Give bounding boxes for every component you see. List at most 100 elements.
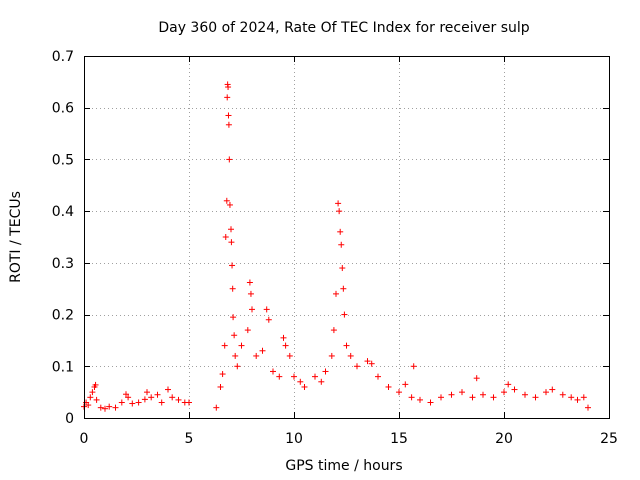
data-point [141,396,148,403]
data-point [229,262,236,269]
x-axis-label: GPS time / hours [285,458,402,474]
data-point [225,84,232,91]
data-point [368,360,375,367]
plot-frame [84,56,610,419]
y-tick-label: 0.7 [52,49,74,65]
data-point [402,381,409,388]
data-point [438,394,444,401]
y-tick-label: 0.4 [52,204,74,220]
data-point [338,241,345,248]
data-point [490,394,497,401]
data-point [265,316,272,323]
x-tick-label: 10 [285,431,303,447]
data-point [219,371,226,378]
data-point [221,342,228,349]
data-point [154,391,161,398]
data-series-roti [81,81,591,412]
data-point [459,389,465,396]
data-point [270,368,276,375]
data-point [427,399,434,406]
data-point [469,394,476,401]
data-point [238,342,245,349]
data-point [158,399,165,406]
data-point [247,290,254,297]
data-point [106,403,113,410]
data-point [343,342,350,349]
data-point [222,234,229,240]
data-point [549,386,556,393]
y-tick-label: 0 [65,411,74,427]
data-point [340,285,347,292]
data-point [259,347,266,354]
data-point [337,228,344,235]
data-point [123,391,129,398]
data-point [280,334,287,341]
y-tick-label: 0.2 [52,308,74,324]
data-point [228,226,234,233]
data-point [335,200,342,207]
data-point [347,352,354,359]
data-point [312,373,318,380]
data-point [92,381,99,388]
data-point [333,290,339,297]
data-point [263,306,270,313]
data-point [169,394,176,401]
data-point [175,396,182,403]
data-point [543,389,549,396]
data-point [522,391,528,398]
data-point [225,112,232,119]
data-point [112,404,119,411]
data-point [165,386,171,393]
data-point [559,391,566,398]
data-point [234,363,241,370]
data-point [224,94,231,101]
data-point [102,405,108,412]
grid [84,56,609,418]
data-point [228,239,235,246]
data-point [226,201,233,208]
data-point [213,404,220,411]
data-point [385,383,392,390]
data-point [148,394,155,401]
data-point [501,389,507,396]
data-point [231,332,238,339]
data-point [574,396,581,403]
data-point [225,121,232,128]
data-point [339,265,346,272]
data-point [282,342,289,349]
data-point [322,368,329,375]
data-point [276,373,283,380]
y-tick-label: 0.1 [52,359,74,375]
x-tick-label: 5 [185,431,194,447]
data-point [186,399,192,406]
data-point [328,352,335,359]
data-point [341,311,348,318]
data-point [301,383,308,390]
data-point [568,394,575,401]
data-point [318,378,325,385]
data-point [244,327,251,334]
data-point [354,363,360,370]
data-point [410,363,417,370]
data-point [135,399,142,406]
data-point [89,389,96,396]
data-point [473,375,480,382]
data-point [580,394,587,401]
data-point [396,389,402,396]
data-point [246,279,253,286]
data-point [129,400,136,407]
data-point [217,383,224,390]
data-point [85,402,92,409]
data-point [249,306,255,313]
data-point [585,404,591,411]
y-tick-label: 0.5 [52,152,74,168]
chart-title: Day 360 of 2024, Rate Of TEC Index for r… [158,20,529,36]
data-point [226,156,233,163]
data-point [505,381,512,388]
data-point [125,394,132,401]
x-tick-label: 0 [80,431,89,447]
y-tick-label: 0.6 [52,101,74,117]
axes: 0 5 10 15 20 25 0 0.1 0.2 0.3 0.4 0.5 0.6 0.7 [52,49,618,447]
x-tick-label: 20 [495,431,513,447]
